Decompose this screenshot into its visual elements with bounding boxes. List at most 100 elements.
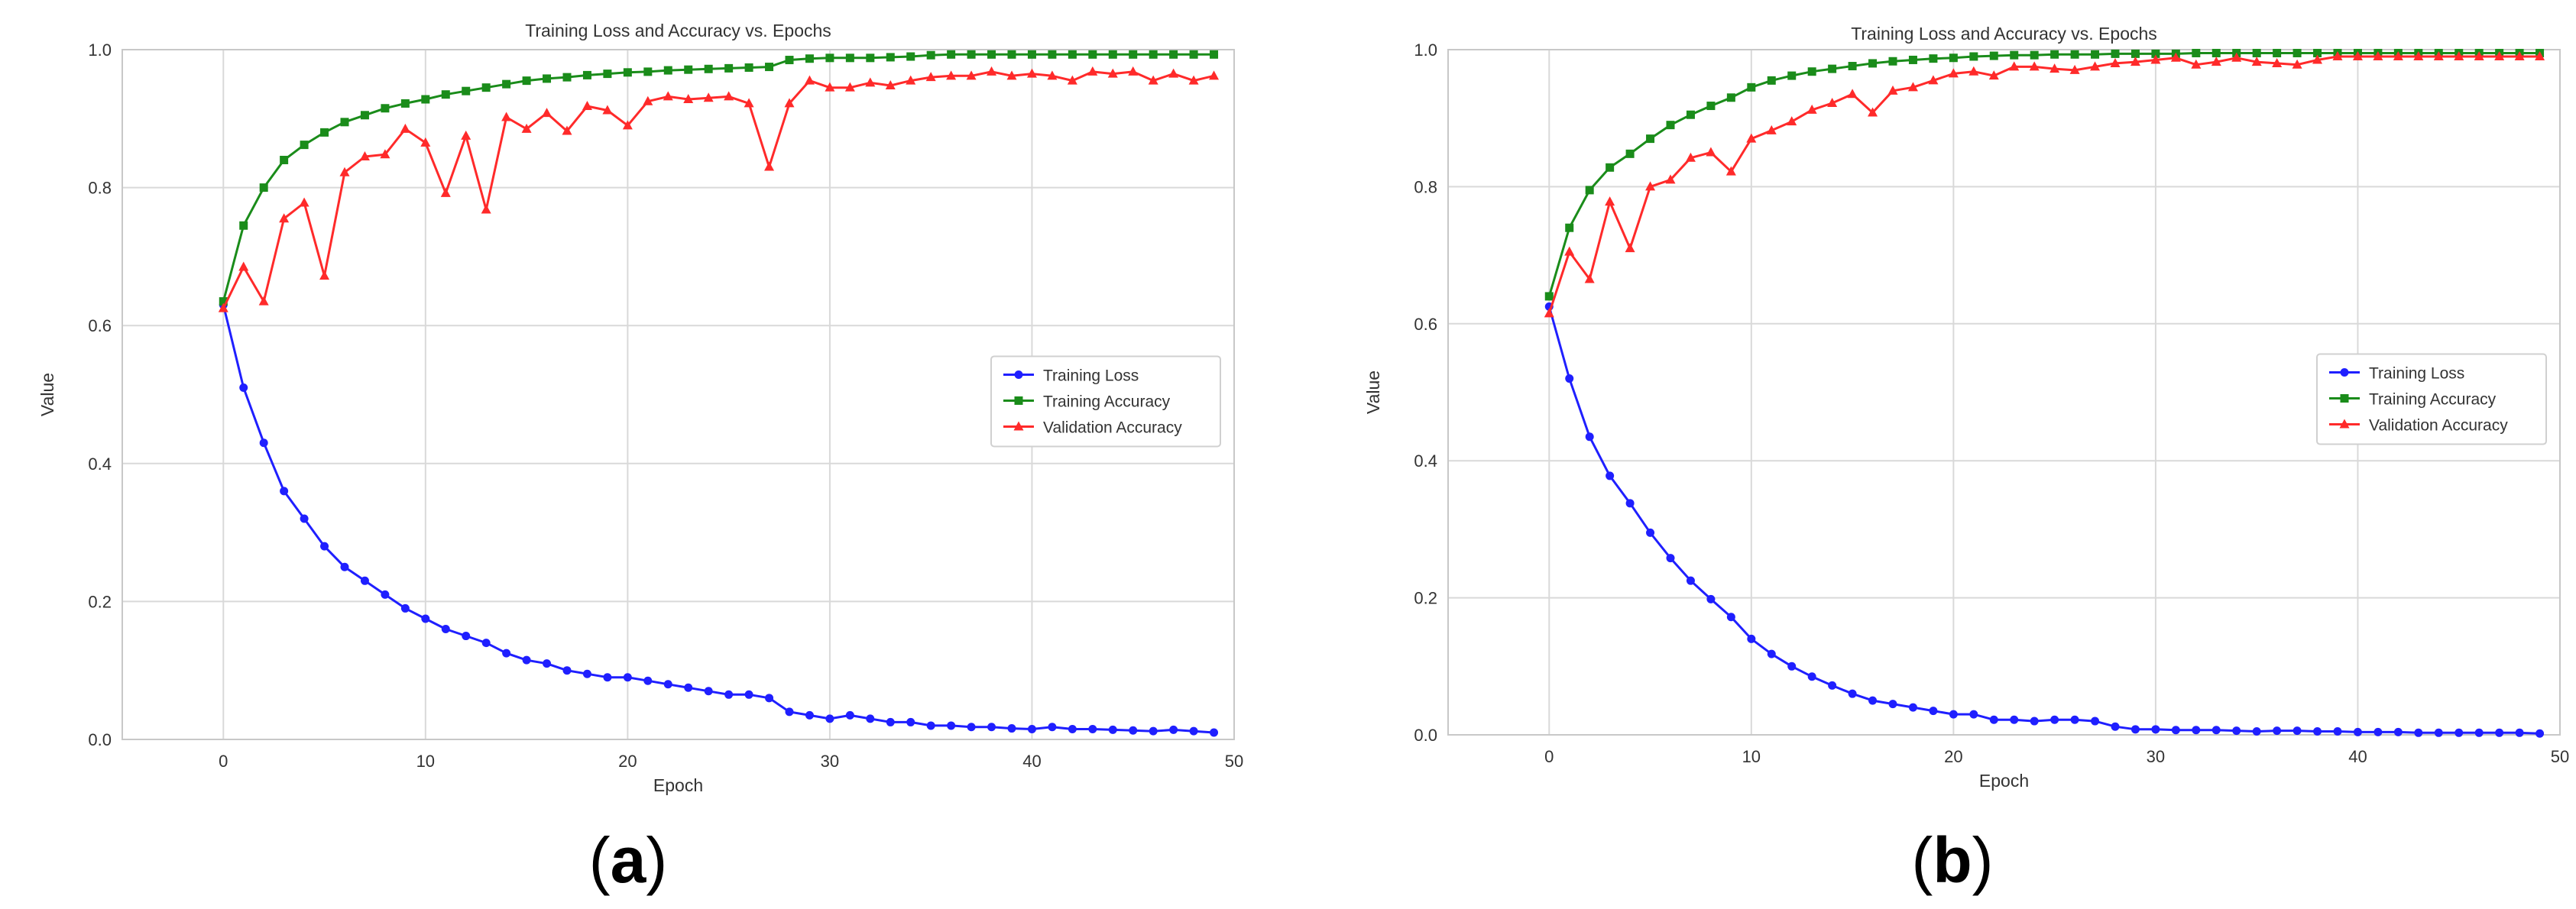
data-point bbox=[805, 54, 814, 63]
data-point bbox=[219, 297, 228, 306]
data-point bbox=[1706, 102, 1716, 111]
data-point bbox=[987, 66, 997, 76]
data-point bbox=[683, 94, 694, 104]
data-point bbox=[1847, 89, 1858, 99]
data-point bbox=[2251, 57, 2262, 66]
data-point bbox=[359, 150, 370, 160]
series-training-loss bbox=[1544, 302, 2545, 738]
data-point bbox=[1989, 715, 1998, 724]
data-point bbox=[1027, 724, 1036, 733]
data-point bbox=[1666, 554, 1675, 563]
data-point bbox=[522, 76, 531, 86]
data-point bbox=[1027, 50, 1036, 59]
legend-label: Validation Accuracy bbox=[1043, 419, 1182, 436]
data-point bbox=[1686, 110, 1695, 119]
data-point bbox=[906, 75, 916, 85]
data-point bbox=[2050, 715, 2059, 724]
legend-item: Validation Accuracy bbox=[2329, 417, 2508, 435]
data-point bbox=[2515, 728, 2524, 737]
data-point bbox=[703, 92, 714, 102]
data-point bbox=[1666, 121, 1675, 130]
data-point bbox=[804, 75, 815, 85]
data-point bbox=[1828, 681, 1837, 690]
legend-swatch-marker bbox=[2340, 368, 2349, 377]
data-point bbox=[2252, 727, 2261, 736]
legend-box bbox=[990, 355, 1221, 448]
data-point bbox=[663, 680, 672, 689]
data-point bbox=[1908, 55, 1917, 64]
data-point bbox=[320, 128, 329, 137]
data-point bbox=[1129, 726, 1138, 735]
data-point bbox=[684, 683, 693, 692]
data-point bbox=[643, 95, 653, 105]
data-point bbox=[1949, 53, 1958, 63]
data-point bbox=[906, 717, 915, 726]
data-point bbox=[967, 50, 976, 59]
legend-swatch-marker bbox=[1014, 396, 1023, 405]
data-point bbox=[1169, 725, 1178, 734]
data-point bbox=[1128, 66, 1139, 76]
data-point bbox=[1088, 50, 1097, 59]
data-point bbox=[1686, 576, 1695, 585]
data-point bbox=[2029, 61, 2040, 71]
data-point bbox=[987, 50, 996, 59]
data-point bbox=[967, 723, 976, 732]
data-point bbox=[1129, 50, 1138, 59]
data-point bbox=[441, 625, 450, 634]
data-point bbox=[602, 105, 613, 115]
data-point bbox=[1210, 50, 1219, 59]
data-point bbox=[2091, 717, 2100, 726]
data-point bbox=[1706, 594, 1716, 603]
data-point bbox=[2373, 50, 2383, 60]
data-point bbox=[1868, 107, 1878, 117]
data-point bbox=[259, 183, 268, 192]
data-point bbox=[421, 614, 430, 623]
y-tick-label: 0.6 bbox=[88, 316, 112, 335]
data-point bbox=[2474, 50, 2484, 60]
y-tick-label: 0.8 bbox=[1414, 177, 1437, 196]
data-point bbox=[2252, 48, 2261, 57]
data-point bbox=[1585, 432, 1594, 442]
legend-item: Validation Accuracy bbox=[1003, 419, 1182, 436]
data-point bbox=[1787, 116, 1797, 126]
data-point bbox=[441, 90, 450, 99]
data-point bbox=[603, 70, 612, 79]
data-point bbox=[1948, 68, 1959, 78]
data-point bbox=[765, 63, 774, 72]
data-point bbox=[1606, 471, 1615, 480]
data-point bbox=[582, 70, 591, 79]
data-point bbox=[684, 65, 693, 74]
data-point bbox=[2171, 726, 2180, 735]
data-point bbox=[1949, 710, 1958, 719]
data-point bbox=[340, 562, 349, 571]
data-point bbox=[2192, 726, 2201, 735]
data-point bbox=[1888, 57, 1897, 66]
data-point bbox=[1969, 52, 1978, 61]
legend-swatch-marker bbox=[2340, 394, 2349, 403]
data-point bbox=[543, 74, 552, 83]
data-point bbox=[1887, 85, 1898, 95]
data-point bbox=[2273, 48, 2282, 57]
data-point bbox=[1544, 308, 1554, 318]
data-point bbox=[2091, 50, 2100, 59]
data-point bbox=[1928, 75, 1939, 85]
data-point bbox=[825, 53, 834, 63]
data-point bbox=[724, 690, 734, 699]
data-point bbox=[2535, 729, 2545, 738]
legend-swatch-marker bbox=[1013, 421, 1024, 431]
data-point bbox=[1006, 70, 1017, 80]
chart-panel-2: 0 10 20 30 40 50 0.0 0.2 0.4 0.6 0.8 1.0 Training Lo… bbox=[1363, 24, 2569, 896]
data-point bbox=[1625, 499, 1635, 508]
data-point bbox=[1969, 710, 1978, 719]
data-point bbox=[1747, 82, 1756, 92]
data-point bbox=[1766, 125, 1777, 134]
data-point bbox=[2393, 727, 2403, 736]
data-point bbox=[1806, 104, 1817, 114]
legend-label: Training Loss bbox=[1043, 367, 1139, 384]
data-point bbox=[623, 68, 632, 77]
data-point bbox=[522, 655, 531, 665]
data-point bbox=[1868, 696, 1878, 705]
data-point bbox=[2494, 50, 2505, 60]
data-point bbox=[400, 99, 410, 108]
